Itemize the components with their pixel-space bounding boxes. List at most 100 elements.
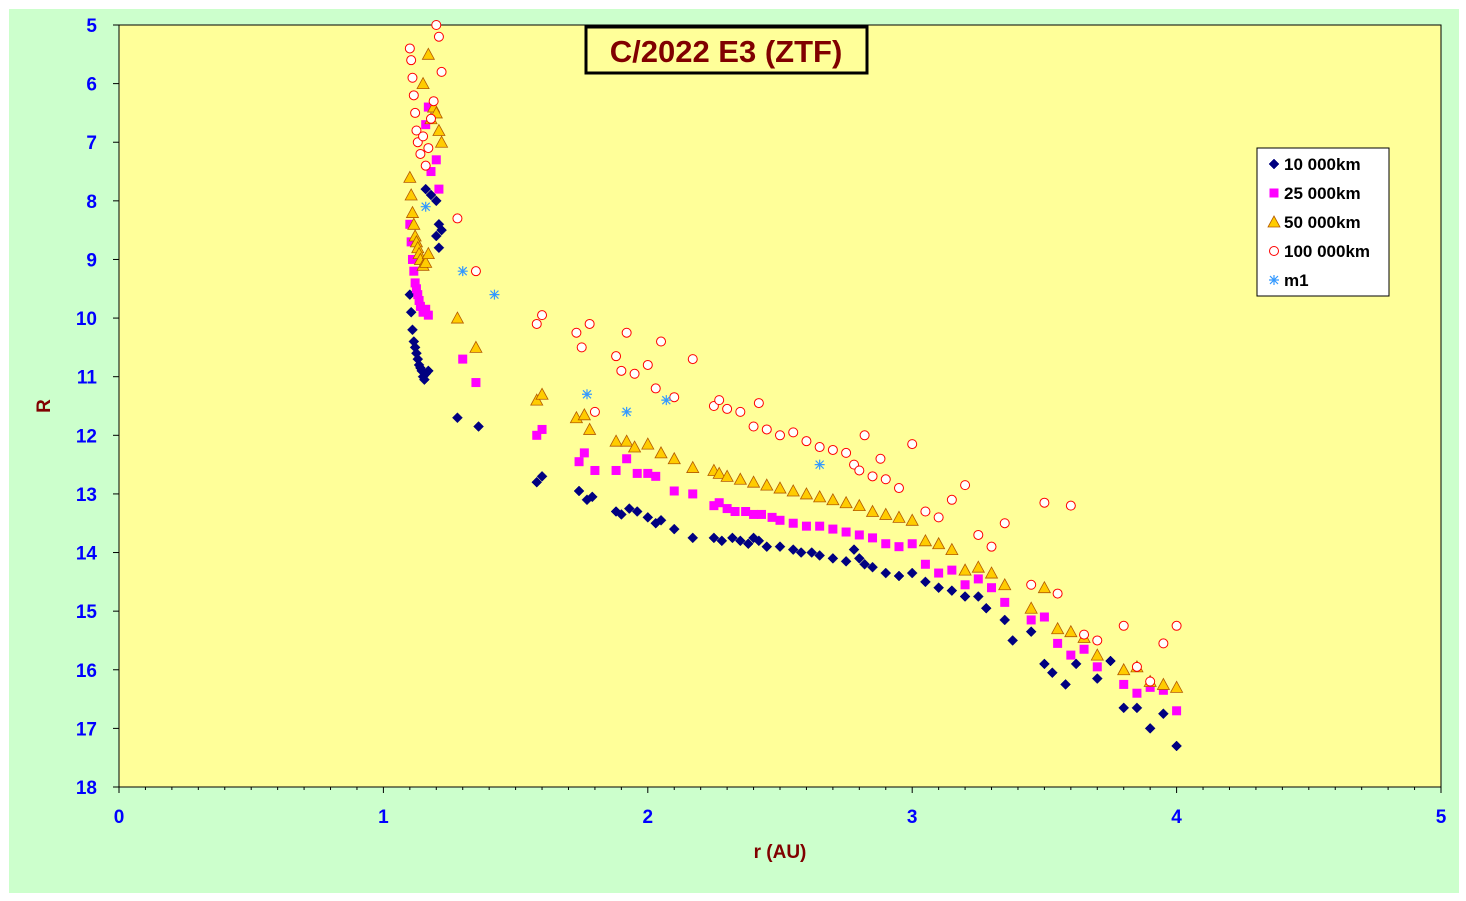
data-marks	[403, 20, 1184, 752]
data-point	[632, 468, 642, 478]
data-point	[433, 242, 445, 254]
data-point	[623, 503, 635, 514]
data-point	[405, 306, 417, 318]
data-point	[669, 486, 679, 496]
data-point	[1171, 620, 1182, 631]
data-point	[773, 481, 787, 494]
data-point	[458, 354, 468, 364]
data-point	[1158, 685, 1168, 695]
data-point	[651, 471, 661, 481]
data-point	[576, 342, 587, 353]
series-50-000km	[403, 47, 1184, 693]
data-point	[411, 284, 421, 294]
data-point	[687, 354, 698, 365]
data-point	[1131, 661, 1142, 672]
data-point	[894, 542, 904, 552]
legend-marker	[1268, 158, 1280, 170]
data-point	[859, 430, 870, 441]
data-point	[749, 509, 759, 519]
data-point	[536, 470, 548, 482]
legend-label: 50 000km	[1284, 213, 1361, 232]
data-point	[414, 295, 424, 305]
data-point	[761, 424, 772, 435]
data-point	[410, 278, 420, 288]
data-point	[1079, 629, 1090, 640]
data-point	[428, 96, 439, 107]
data-point	[421, 47, 436, 60]
data-point	[611, 465, 621, 475]
data-point	[1172, 706, 1182, 716]
legend: 10 000km 25 000km 50 000km 100 000km m1	[1256, 147, 1390, 297]
data-point	[907, 439, 918, 450]
data-point	[753, 398, 764, 409]
data-point	[905, 513, 919, 526]
data-point	[1145, 676, 1156, 687]
data-point	[629, 368, 640, 379]
data-point	[470, 266, 481, 277]
data-point	[1053, 638, 1063, 648]
data-point	[413, 290, 423, 300]
data-point	[404, 43, 415, 54]
data-point	[867, 471, 878, 482]
data-point	[642, 512, 654, 523]
y-tick-label: 12	[76, 426, 97, 447]
y-tick-label: 16	[76, 661, 97, 682]
data-point	[788, 518, 798, 528]
data-point	[1065, 500, 1076, 511]
data-point	[408, 90, 419, 101]
data-point	[410, 107, 421, 118]
data-point	[407, 324, 418, 336]
legend-marker	[1269, 275, 1279, 285]
data-point	[907, 539, 917, 549]
data-point	[584, 318, 595, 329]
data-point	[450, 311, 465, 324]
data-point	[933, 512, 944, 523]
data-point	[945, 542, 959, 556]
data-point	[1169, 680, 1184, 693]
data-point	[801, 521, 811, 531]
data-point	[959, 591, 971, 602]
data-point	[421, 120, 431, 130]
data-point	[712, 466, 726, 479]
data-point	[742, 538, 754, 550]
data-point	[788, 427, 799, 438]
y-tick-label: 5	[86, 16, 97, 37]
data-point	[573, 485, 585, 497]
x-tick-label: 0	[114, 807, 125, 828]
x-tick-label: 4	[1171, 807, 1182, 828]
data-point	[987, 583, 997, 593]
y-tick-label: 17	[76, 719, 97, 740]
data-point	[405, 219, 415, 229]
data-point	[420, 183, 432, 195]
data-point	[426, 167, 436, 177]
x-tick-label: 5	[1436, 807, 1447, 828]
data-point	[409, 266, 419, 276]
data-point	[756, 509, 766, 519]
chart-title-border	[584, 25, 869, 75]
data-point	[774, 541, 786, 553]
data-point	[709, 501, 719, 511]
data-point	[1158, 708, 1169, 720]
data-point	[998, 577, 1012, 591]
data-point	[1171, 740, 1182, 752]
data-point	[839, 495, 853, 509]
data-point	[799, 487, 814, 500]
data-point	[827, 553, 839, 564]
data-point	[537, 424, 547, 434]
data-point	[457, 266, 468, 277]
data-point	[473, 421, 484, 432]
data-point	[1050, 621, 1065, 635]
data-point	[622, 454, 632, 464]
data-point	[643, 468, 653, 478]
data-point	[432, 123, 446, 136]
data-point	[404, 188, 418, 201]
data-point	[656, 336, 667, 347]
data-point	[1119, 679, 1129, 689]
data-point	[430, 195, 442, 207]
data-point	[1090, 648, 1104, 661]
data-point	[720, 469, 734, 482]
data-point	[422, 365, 434, 377]
data-point	[668, 523, 680, 535]
